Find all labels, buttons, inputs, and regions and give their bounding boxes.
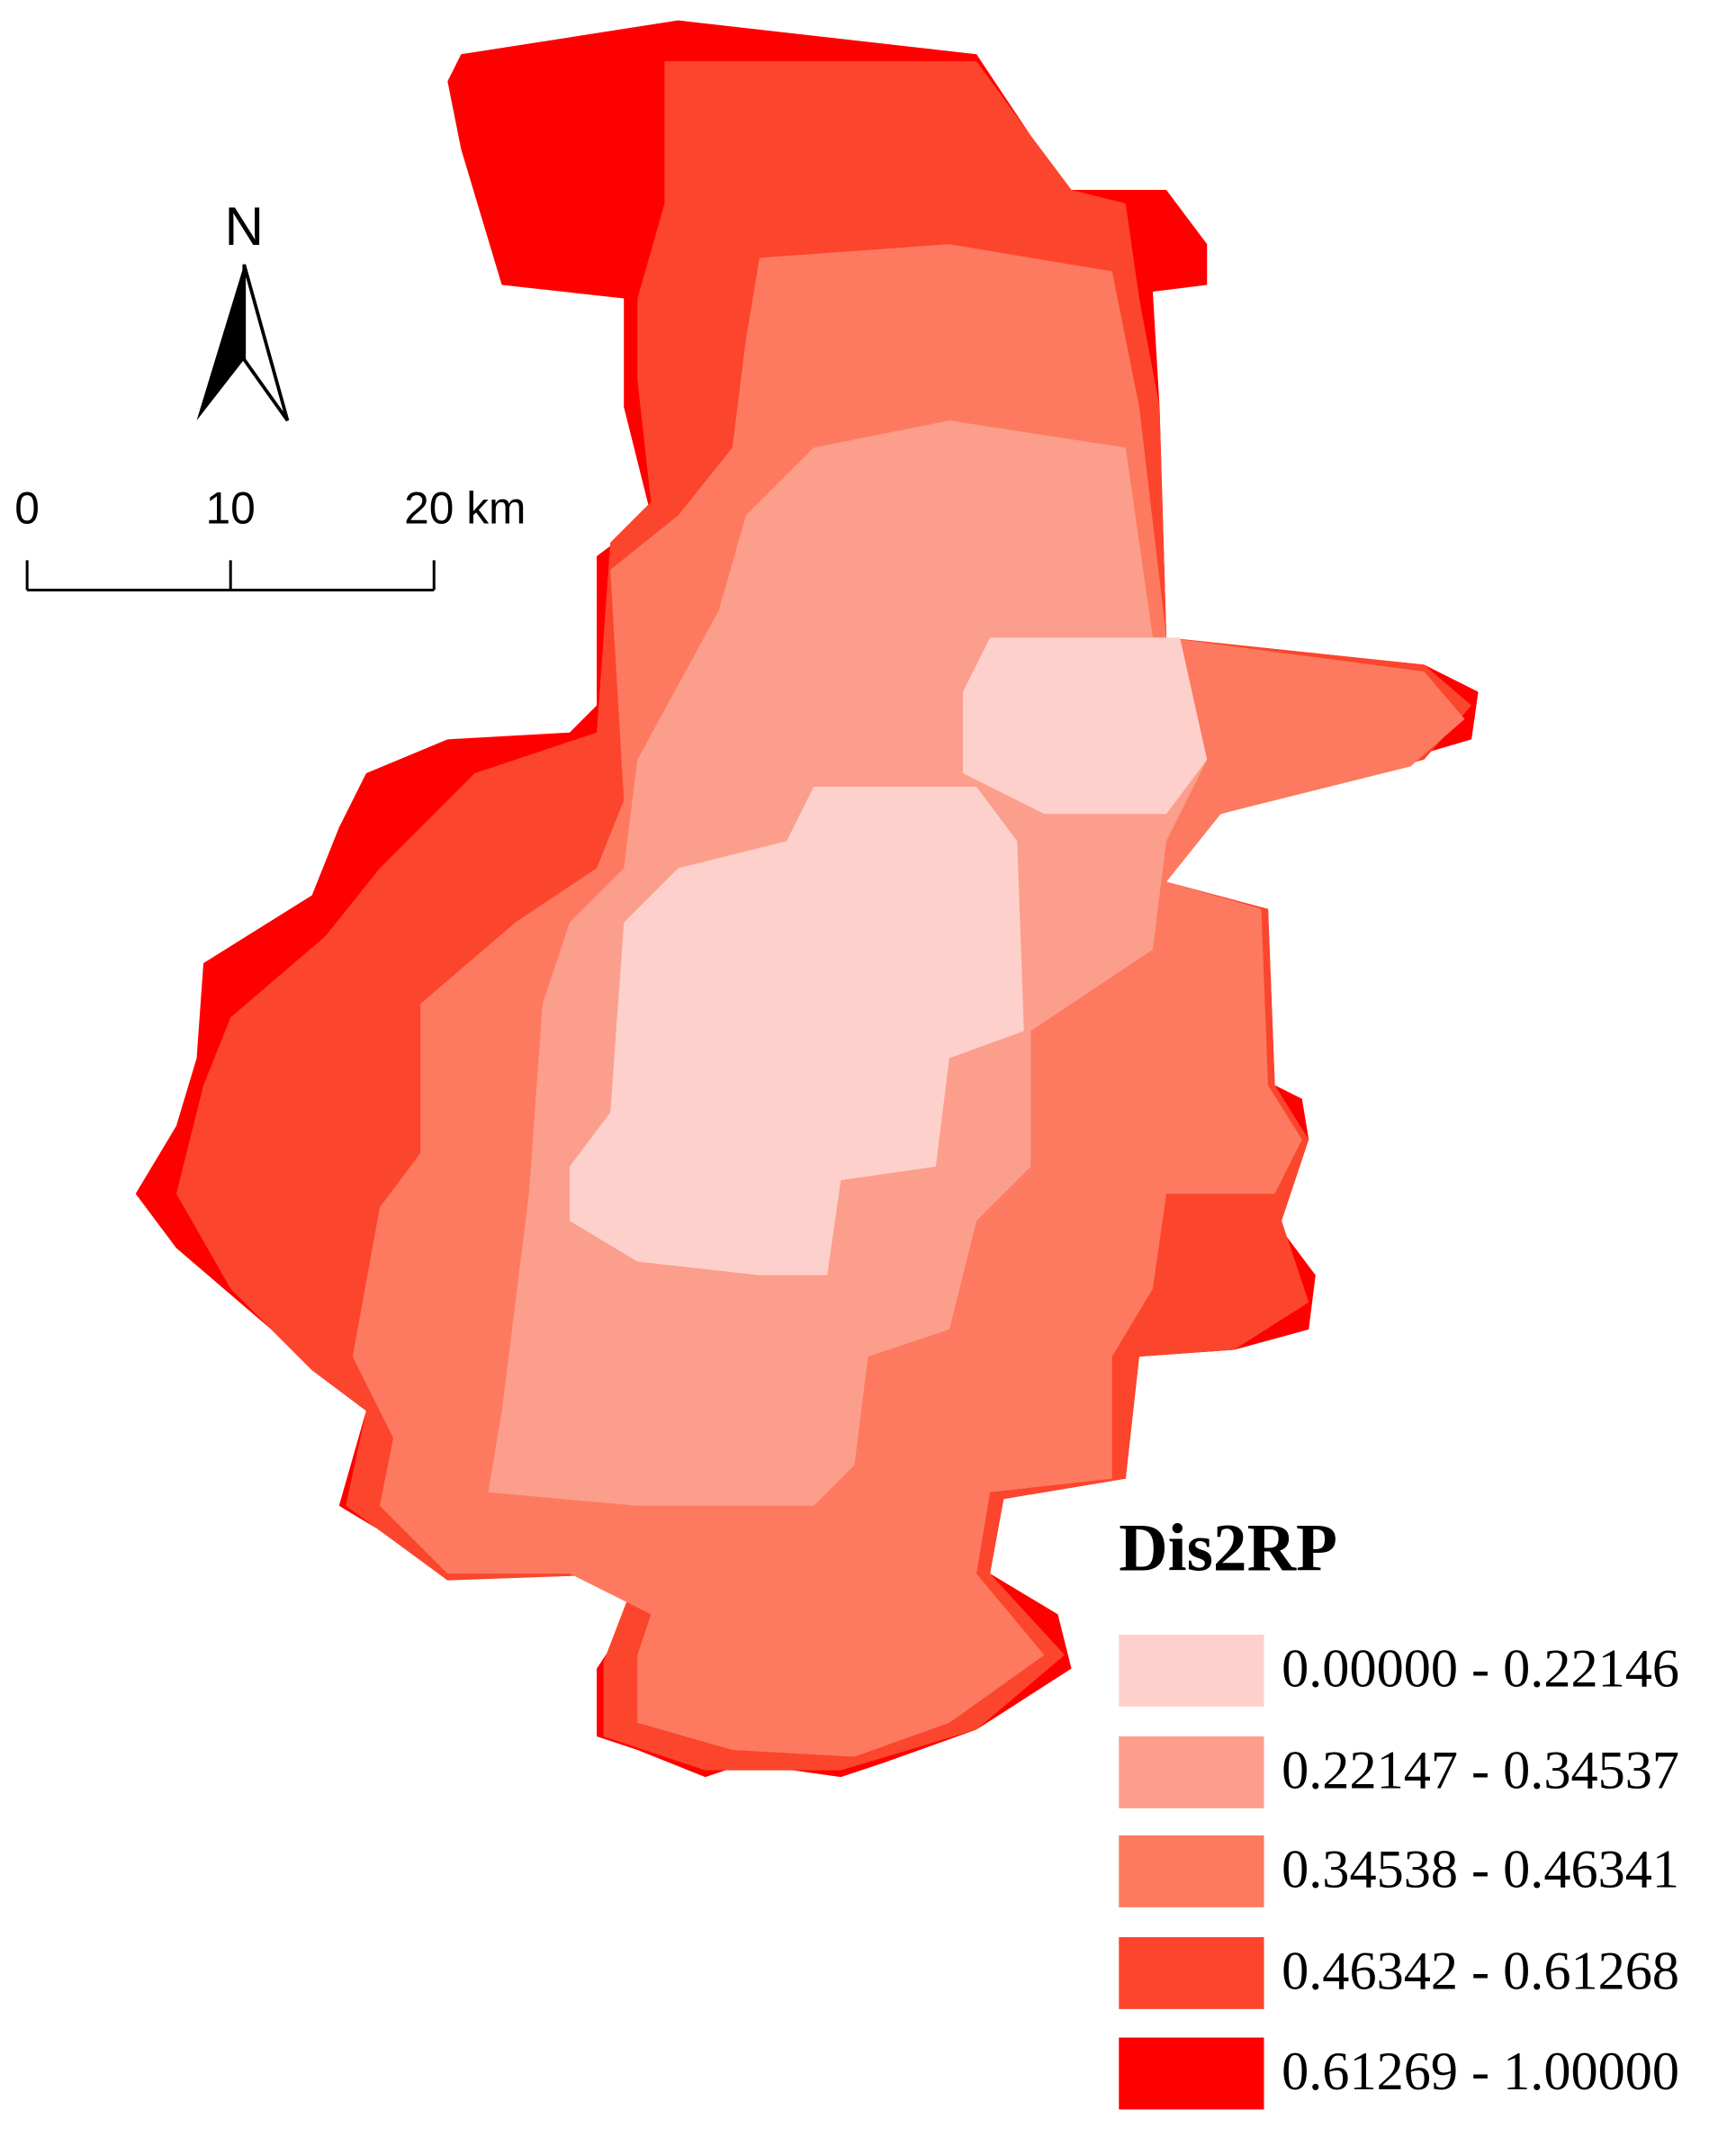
north-arrow: N: [196, 195, 290, 422]
legend-label: 0.22147 - 0.34537: [1282, 1740, 1679, 1800]
legend-swatch: [1119, 1736, 1264, 1808]
legend-label: 0.61269 - 1.00000: [1282, 2042, 1679, 2102]
north-arrow-left: [196, 264, 245, 421]
legend: Dis2RP 0.00000 - 0.22146 0.22147 - 0.3453…: [1119, 1510, 1679, 2110]
legend-swatch: [1119, 1835, 1264, 1907]
legend-title: Dis2RP: [1119, 1510, 1337, 1585]
legend-swatch: [1119, 1936, 1264, 2009]
legend-label: 0.46342 - 0.61268: [1282, 1942, 1679, 2002]
scale-label: 0: [14, 482, 40, 533]
map-layout: N 0 10 20 km Dis2RP 0.00000 - 0.22146 0.2…: [14, 20, 1679, 2110]
legend-label: 0.34538 - 0.46341: [1282, 1840, 1679, 1900]
north-label: N: [224, 195, 264, 257]
legend-swatch: [1119, 1634, 1264, 1707]
legend-swatch: [1119, 2037, 1264, 2110]
scale-label: 10: [206, 482, 256, 533]
scale-bar: 0 10 20 km: [14, 482, 526, 592]
north-arrow-right: [242, 264, 290, 422]
map-zone: [962, 637, 1208, 815]
legend-label: 0.00000 - 0.22146: [1282, 1638, 1679, 1699]
scale-label: 20 km: [404, 482, 526, 533]
map-zone: [569, 787, 1024, 1276]
raster-map: [135, 20, 1479, 1778]
